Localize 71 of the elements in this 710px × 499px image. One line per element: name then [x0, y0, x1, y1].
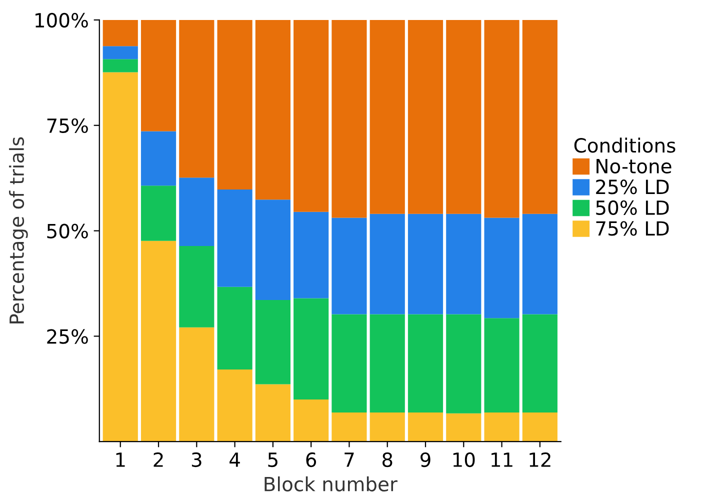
bar: [294, 298, 329, 400]
bar: [484, 412, 520, 442]
bar: [522, 314, 558, 413]
legend-label: 50% LD: [596, 200, 669, 216]
bar: [408, 20, 444, 214]
legend-label: 25% LD: [596, 180, 669, 194]
x-tick-label: 9: [420, 452, 430, 468]
x-tick-label: 10: [453, 452, 475, 468]
bar: [446, 20, 482, 214]
bar: [332, 218, 367, 314]
bar: [179, 20, 214, 178]
bar: [484, 20, 520, 218]
bar: [370, 20, 405, 214]
bar: [179, 246, 214, 328]
bar: [332, 314, 367, 413]
bar: [255, 20, 290, 200]
bar: [217, 189, 252, 287]
bar: [102, 20, 138, 46]
bar: [255, 384, 290, 442]
bar: [484, 218, 520, 318]
y-tick-label: 100%: [36, 12, 88, 28]
bar: [484, 318, 520, 413]
y-tick-label: 75%: [47, 118, 88, 134]
bar: [140, 186, 176, 241]
bar: [217, 286, 252, 370]
x-tick-label: 7: [344, 452, 354, 467]
x-tick-label: 5: [268, 452, 278, 468]
bar: [370, 314, 405, 413]
bar: [370, 214, 405, 314]
bar: [140, 20, 176, 132]
x-tick-label: 11: [492, 452, 512, 467]
bar: [140, 240, 176, 442]
y-tick-label: 25%: [47, 329, 88, 344]
bar: [102, 46, 138, 60]
bar: [255, 300, 290, 384]
bar: [179, 327, 214, 442]
bar: [294, 399, 329, 442]
bar: [522, 214, 558, 314]
x-tick-label: 1: [116, 452, 125, 467]
bar: [408, 412, 444, 442]
x-tick-label: 12: [530, 452, 550, 467]
bar: [102, 59, 138, 72]
legend-title: Conditions: [574, 138, 676, 153]
bar: [332, 20, 367, 218]
bar: [102, 72, 138, 442]
bar: [217, 20, 252, 190]
bar: [332, 412, 367, 442]
bar: [446, 413, 482, 442]
bar: [217, 370, 252, 442]
x-tick-label: 3: [192, 452, 202, 468]
bar: [370, 412, 405, 442]
x-tick-label: 6: [306, 452, 316, 468]
bar: [522, 20, 558, 214]
x-axis-title: Block number: [264, 476, 398, 492]
legend-label: 75% LD: [596, 221, 669, 236]
y-axis-title: Percentage of trials: [9, 137, 28, 324]
bar: [446, 314, 482, 414]
bar: [294, 212, 329, 298]
bar: [522, 412, 558, 442]
bar: [408, 214, 444, 314]
bar: [408, 314, 444, 413]
x-tick-label: 8: [382, 452, 392, 468]
bar: [446, 214, 482, 314]
x-tick-label: 2: [154, 452, 163, 467]
legend-label: No-tone: [596, 159, 672, 174]
x-tick-label: 4: [230, 452, 240, 467]
bar: [140, 131, 176, 186]
bar: [255, 200, 290, 300]
y-tick-label: 50%: [47, 224, 88, 238]
bar: [294, 20, 329, 212]
bar: [179, 178, 214, 246]
